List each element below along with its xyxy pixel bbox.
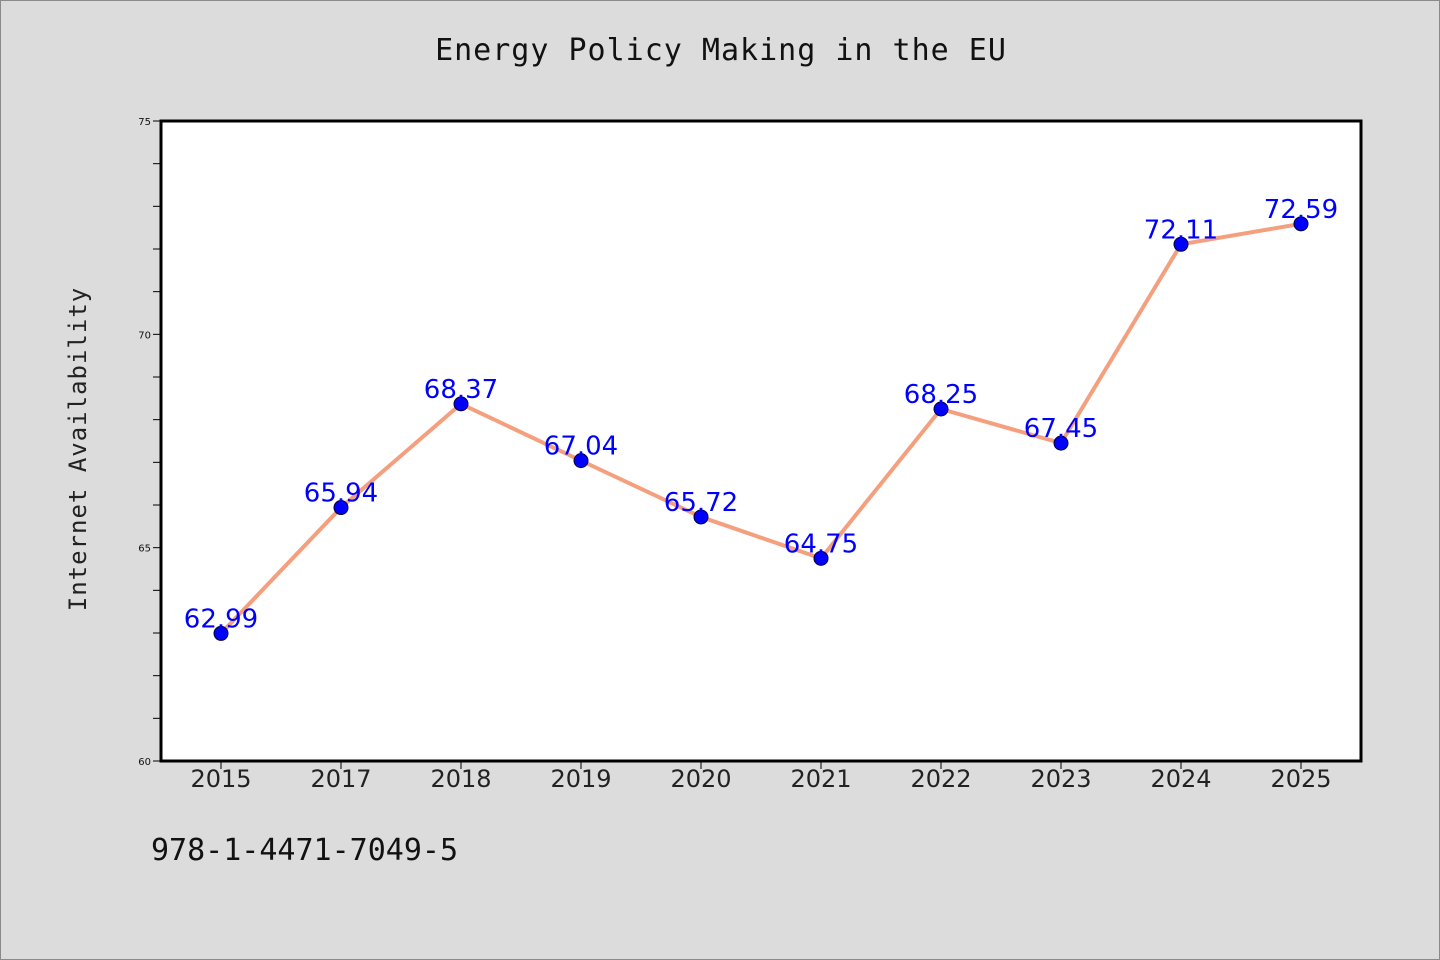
data-point-marker (453, 396, 469, 412)
data-point-label: 68.37 (424, 375, 498, 405)
data-point-label: 72.59 (1264, 195, 1338, 225)
x-tick-label: 2017 (310, 765, 371, 793)
data-point-marker (693, 509, 709, 525)
x-tick-label: 2023 (1030, 765, 1091, 793)
x-tick-label: 2021 (790, 765, 851, 793)
x-tick-label: 2018 (430, 765, 491, 793)
series-line (219, 221, 1302, 635)
data-point-label: 68.25 (904, 380, 978, 410)
data-point-marker (573, 453, 589, 469)
series-layer: 62.99 65.94 68.37 67.04 65.72 64.75 68.25 67.45… (184, 195, 1338, 641)
x-axis-ticks: 2015 2017 2018 2019 2020 2021 2022 2023 2024 2025 (190, 761, 1332, 793)
data-point-label: 67.04 (544, 432, 618, 462)
y-tick-label: 60 (138, 757, 151, 768)
y-tick-label: 65 (138, 544, 151, 555)
data-point-marker (1293, 216, 1309, 232)
x-tick-label: 2015 (190, 765, 251, 793)
data-point-marker (933, 401, 949, 417)
data-point-label: 72.11 (1144, 215, 1218, 245)
data-point-marker (1173, 236, 1189, 252)
data-point-marker (213, 625, 229, 641)
data-point-label: 62.99 (184, 604, 258, 634)
data-point-marker (813, 550, 829, 566)
data-point-label: 64.75 (784, 529, 858, 559)
footer-code: 978-1-4471-7049-5 (151, 833, 459, 868)
x-tick-label: 2020 (670, 765, 731, 793)
x-tick-label: 2019 (550, 765, 611, 793)
y-tick-label: 70 (138, 330, 151, 341)
y-axis-ticks: 60 65 70 75 (138, 117, 161, 768)
data-point-marker (333, 500, 349, 516)
data-point-label: 67.45 (1024, 414, 1098, 444)
data-point-label: 65.94 (304, 479, 378, 509)
y-tick-label: 75 (138, 117, 151, 128)
x-tick-label: 2024 (1150, 765, 1211, 793)
data-point-label: 65.72 (664, 488, 738, 518)
data-point-marker (1053, 435, 1069, 451)
chart-title: Energy Policy Making in the EU (435, 33, 1007, 68)
x-tick-label: 2025 (1270, 765, 1331, 793)
x-tick-label: 2022 (910, 765, 971, 793)
plot-area (159, 119, 1363, 763)
